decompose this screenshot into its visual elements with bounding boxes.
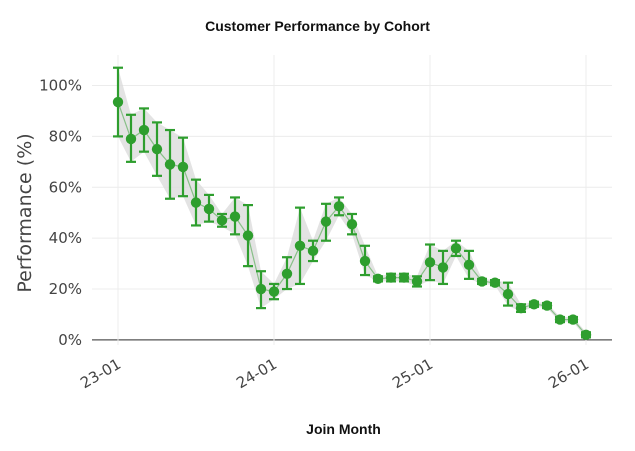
data-point xyxy=(463,259,475,271)
data-point xyxy=(372,273,384,285)
data-point xyxy=(190,197,202,208)
data-point xyxy=(502,288,514,300)
data-point xyxy=(346,218,358,230)
data-point xyxy=(125,133,137,145)
data-point xyxy=(580,329,592,341)
data-point xyxy=(476,276,488,287)
data-point xyxy=(398,272,410,283)
data-point xyxy=(567,314,579,325)
data-point xyxy=(515,302,527,314)
data-point xyxy=(554,314,566,325)
y-tick-label: 60% xyxy=(49,178,82,196)
data-point xyxy=(281,268,293,279)
confidence-band xyxy=(118,67,586,338)
data-point xyxy=(489,277,501,288)
data-point xyxy=(242,230,254,241)
data-point xyxy=(294,240,306,251)
data-point xyxy=(203,203,215,215)
x-axis-title: Join Month xyxy=(306,421,381,437)
y-tick-label: 100% xyxy=(39,77,82,95)
data-point xyxy=(164,159,176,170)
y-tick-label: 20% xyxy=(49,280,82,298)
y-tick-label: 0% xyxy=(58,331,82,349)
data-point xyxy=(112,96,124,108)
data-point xyxy=(411,276,423,287)
data-point xyxy=(528,299,540,310)
data-point xyxy=(255,283,267,295)
data-point xyxy=(268,286,280,297)
data-point xyxy=(216,215,228,226)
x-tick-label: 23-01 xyxy=(77,355,124,392)
data-point xyxy=(151,143,163,155)
data-point xyxy=(437,262,449,273)
x-tick-label: 25-01 xyxy=(389,355,436,392)
data-point xyxy=(307,245,319,257)
data-point xyxy=(229,211,241,222)
y-tick-label: 40% xyxy=(49,229,82,247)
data-point xyxy=(138,124,150,136)
x-tick-label: 24-01 xyxy=(233,355,280,392)
data-point xyxy=(359,255,371,267)
data-point xyxy=(450,243,462,254)
data-point xyxy=(424,257,436,268)
chart-title: Customer Performance by Cohort xyxy=(205,18,430,34)
data-point xyxy=(333,201,345,212)
data-point xyxy=(177,161,189,173)
y-tick-label: 80% xyxy=(49,127,82,145)
data-point xyxy=(385,272,397,283)
y-axis-title: Performance (%) xyxy=(14,133,36,292)
data-point xyxy=(541,300,553,311)
data-point xyxy=(320,216,332,227)
x-tick-label: 26-01 xyxy=(545,355,592,392)
